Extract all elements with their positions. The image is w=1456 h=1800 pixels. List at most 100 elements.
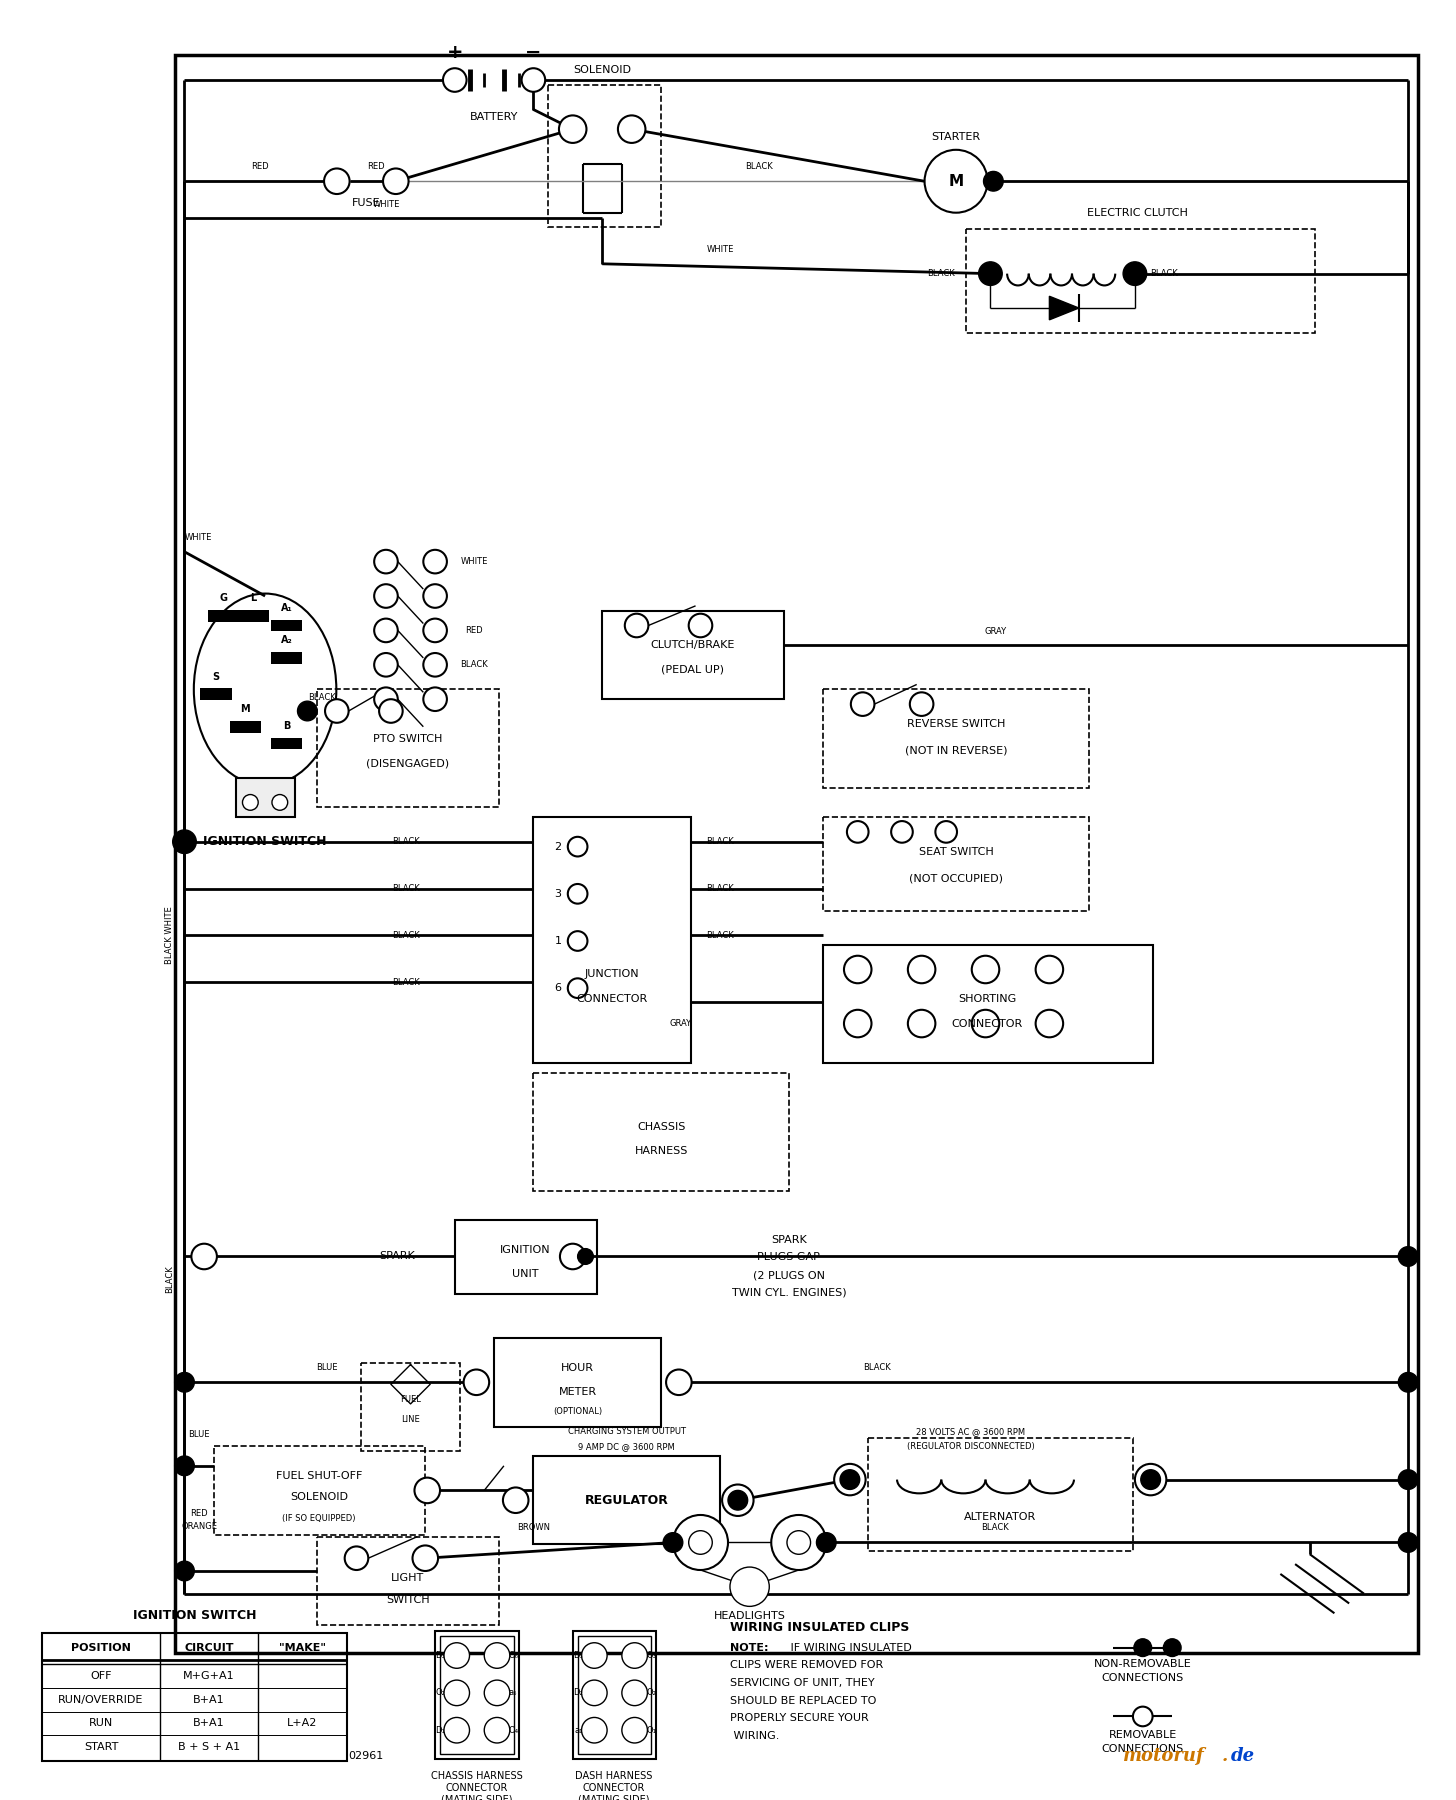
Circle shape xyxy=(485,1679,510,1706)
Text: IF WIRING INSULATED: IF WIRING INSULATED xyxy=(788,1643,911,1652)
Circle shape xyxy=(568,979,587,997)
Circle shape xyxy=(729,1568,769,1606)
Circle shape xyxy=(1123,261,1147,286)
Circle shape xyxy=(424,549,447,574)
Bar xyxy=(317,1537,499,1625)
Text: CHASSIS HARNESS: CHASSIS HARNESS xyxy=(431,1771,523,1782)
Text: WHITE: WHITE xyxy=(373,200,399,209)
Circle shape xyxy=(772,1516,827,1570)
Circle shape xyxy=(1398,1372,1418,1391)
Text: GRAY: GRAY xyxy=(984,626,1006,635)
Bar xyxy=(271,738,303,749)
Bar xyxy=(578,1636,651,1753)
Text: S: S xyxy=(213,671,220,682)
Text: M: M xyxy=(240,704,250,715)
Text: BLACK: BLACK xyxy=(927,270,955,279)
Circle shape xyxy=(325,169,349,194)
Circle shape xyxy=(424,585,447,608)
Text: O₂: O₂ xyxy=(646,1688,657,1697)
Text: (MATING SIDE): (MATING SIDE) xyxy=(578,1795,649,1800)
Bar xyxy=(237,610,269,621)
Circle shape xyxy=(722,1485,754,1516)
Text: D₂: D₂ xyxy=(572,1688,582,1697)
Circle shape xyxy=(581,1717,607,1742)
Circle shape xyxy=(617,115,645,142)
Text: SOLENOID: SOLENOID xyxy=(290,1492,348,1503)
Bar xyxy=(208,610,240,621)
Circle shape xyxy=(844,956,872,983)
Circle shape xyxy=(173,830,197,853)
Circle shape xyxy=(581,1679,607,1706)
Bar xyxy=(572,1631,657,1759)
Text: RUN/OVERRIDE: RUN/OVERRIDE xyxy=(58,1696,144,1705)
Text: BROWN: BROWN xyxy=(517,1523,550,1532)
Circle shape xyxy=(424,688,447,711)
Circle shape xyxy=(662,1532,683,1552)
Circle shape xyxy=(383,169,409,194)
Text: JUNCTION: JUNCTION xyxy=(585,970,639,979)
Text: BLACK: BLACK xyxy=(1150,270,1178,279)
Text: SHOULD BE REPLACED TO: SHOULD BE REPLACED TO xyxy=(729,1696,877,1706)
Circle shape xyxy=(463,1370,489,1395)
Text: A₁: A₁ xyxy=(281,603,293,612)
Text: CONNECTOR: CONNECTOR xyxy=(577,994,648,1004)
Circle shape xyxy=(175,1456,194,1476)
Polygon shape xyxy=(1050,297,1079,320)
Circle shape xyxy=(485,1717,510,1742)
Text: O₄: O₄ xyxy=(508,1726,518,1735)
Bar xyxy=(230,720,261,733)
Circle shape xyxy=(568,884,587,904)
Text: BLACK: BLACK xyxy=(309,693,336,702)
Circle shape xyxy=(521,68,545,92)
Bar xyxy=(868,1438,1133,1552)
Text: WHITE: WHITE xyxy=(185,533,213,542)
Circle shape xyxy=(909,956,935,983)
Text: HEADLIGHTS: HEADLIGHTS xyxy=(713,1611,786,1622)
Circle shape xyxy=(844,1010,872,1037)
Circle shape xyxy=(561,1244,585,1269)
Text: BLACK: BLACK xyxy=(745,162,773,171)
Text: (NOT IN REVERSE): (NOT IN REVERSE) xyxy=(904,745,1008,756)
Text: B+A1: B+A1 xyxy=(194,1719,224,1728)
Circle shape xyxy=(444,1679,469,1706)
Text: FUEL SHUT-OFF: FUEL SHUT-OFF xyxy=(277,1471,363,1481)
Text: IGNITION SWITCH: IGNITION SWITCH xyxy=(204,835,326,848)
Text: NON-REMOVABLE: NON-REMOVABLE xyxy=(1093,1660,1191,1669)
Text: RED: RED xyxy=(252,162,269,171)
Bar xyxy=(271,652,303,664)
Text: 2: 2 xyxy=(555,842,562,851)
Text: SHORTING: SHORTING xyxy=(958,994,1016,1004)
Circle shape xyxy=(424,619,447,643)
Text: O₂: O₂ xyxy=(435,1688,446,1697)
Text: 02961: 02961 xyxy=(348,1751,384,1760)
Text: CONNECTOR: CONNECTOR xyxy=(446,1784,508,1793)
Circle shape xyxy=(424,653,447,677)
Text: 3: 3 xyxy=(555,889,562,898)
Text: D₃: D₃ xyxy=(572,1651,582,1660)
Circle shape xyxy=(1035,956,1063,983)
Text: G: G xyxy=(220,592,227,603)
Text: de: de xyxy=(1232,1746,1255,1764)
Text: A₂: A₂ xyxy=(281,635,293,644)
Bar xyxy=(823,817,1089,911)
Circle shape xyxy=(665,1370,692,1395)
Text: REVERSE SWITCH: REVERSE SWITCH xyxy=(907,718,1005,729)
Text: BLACK: BLACK xyxy=(165,1265,175,1292)
Text: CHARGING SYSTEM OUTPUT: CHARGING SYSTEM OUTPUT xyxy=(568,1427,686,1436)
Bar xyxy=(494,1337,661,1427)
Text: 1: 1 xyxy=(555,936,562,947)
Text: BLACK: BLACK xyxy=(392,931,419,940)
Text: BLACK WHITE: BLACK WHITE xyxy=(165,905,175,965)
Circle shape xyxy=(568,837,587,857)
Circle shape xyxy=(1398,1247,1418,1267)
Text: a₁: a₁ xyxy=(574,1726,582,1735)
Text: a₅: a₅ xyxy=(508,1688,517,1697)
Text: BLACK: BLACK xyxy=(706,884,734,893)
Circle shape xyxy=(1133,1706,1153,1726)
Text: SPARK: SPARK xyxy=(772,1235,807,1246)
Circle shape xyxy=(847,821,869,842)
Text: LINE: LINE xyxy=(402,1415,419,1424)
Circle shape xyxy=(788,1530,811,1553)
Circle shape xyxy=(625,614,648,637)
Text: RED: RED xyxy=(466,626,483,635)
